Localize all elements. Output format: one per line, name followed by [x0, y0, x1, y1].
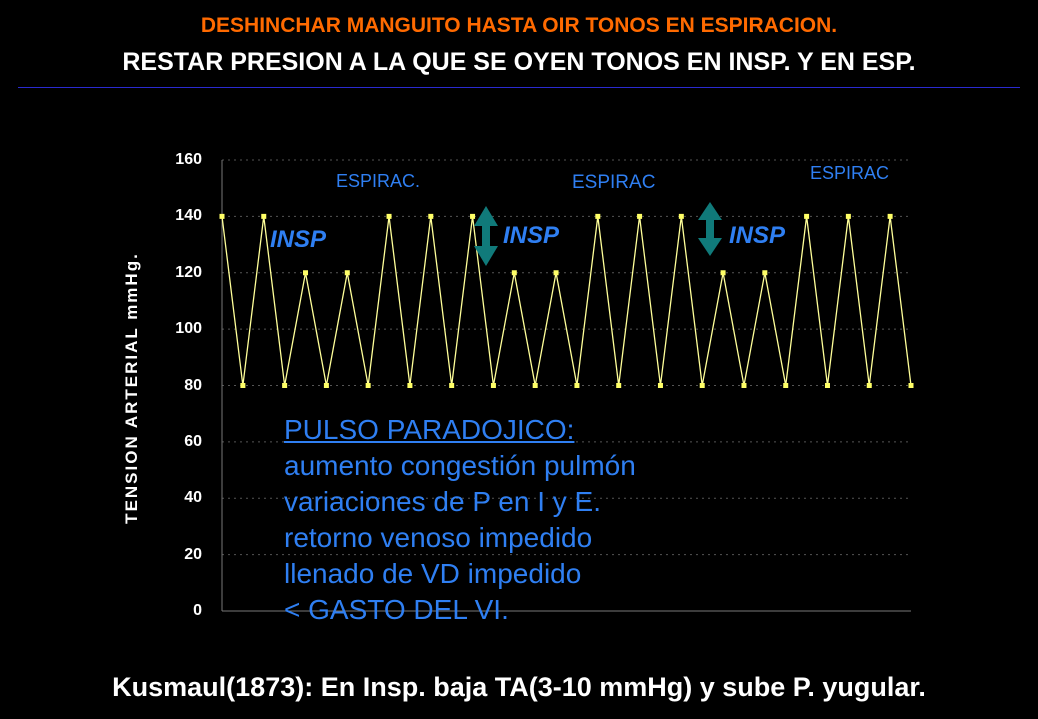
data-point — [762, 270, 768, 276]
pressure-series-markers — [219, 213, 914, 388]
y-tick-label: 20 — [184, 545, 202, 563]
insp-label: INSP — [729, 222, 786, 249]
divider — [18, 87, 1020, 88]
data-point — [532, 383, 538, 388]
data-point — [657, 383, 663, 388]
data-point — [490, 383, 496, 388]
y-tick-label: 40 — [184, 489, 202, 507]
note-line: aumento congestión pulmón — [284, 450, 636, 481]
data-point — [407, 383, 413, 388]
data-point — [824, 383, 830, 388]
data-point — [323, 383, 329, 388]
data-point — [699, 383, 705, 388]
data-point — [511, 270, 517, 276]
data-point — [908, 383, 914, 388]
data-point — [428, 213, 434, 219]
y-tick-label: 140 — [175, 207, 202, 225]
y-tick-label: 80 — [184, 376, 202, 394]
data-point — [804, 213, 810, 219]
data-point — [741, 383, 747, 388]
y-tick-label: 0 — [193, 602, 202, 619]
note-line: llenado de VD impedido — [284, 558, 582, 589]
data-point — [470, 213, 476, 219]
data-point — [365, 383, 371, 388]
data-point — [553, 270, 559, 276]
data-point — [261, 213, 267, 219]
insp-label: INSP — [270, 226, 327, 253]
arrow-icon — [698, 202, 722, 256]
note-line: retorno venoso impedido — [284, 522, 593, 553]
y-tick-label: 100 — [175, 320, 202, 338]
y-tick-label: 60 — [184, 432, 202, 450]
data-point — [678, 213, 684, 219]
insp-label: INSP — [503, 222, 560, 249]
pulso-paradojico-note: PULSO PARADOJICO: aumento congestión pul… — [284, 412, 636, 628]
note-heading: PULSO PARADOJICO: — [284, 414, 575, 445]
data-point — [574, 383, 580, 388]
espirac-label: ESPIRAC — [572, 172, 656, 193]
data-point — [386, 213, 392, 219]
y-tick-label: 160 — [175, 151, 202, 168]
data-point — [783, 383, 789, 388]
espirac-label: ESPIRAC. — [336, 171, 421, 191]
data-point — [282, 383, 288, 388]
data-point — [219, 213, 225, 219]
data-point — [866, 383, 872, 388]
note-line: variaciones de P en I y E. — [284, 486, 601, 517]
espirac-label: ESPIRAC — [810, 163, 890, 183]
title-line-2: RESTAR PRESION A LA QUE SE OYEN TONOS EN… — [122, 48, 916, 76]
data-point — [720, 270, 726, 276]
data-point — [887, 213, 893, 219]
y-tick-label: 120 — [175, 263, 202, 281]
title-line-1: DESHINCHAR MANGUITO HASTA OIR TONOS EN E… — [200, 14, 838, 37]
data-point — [344, 270, 350, 276]
data-point — [616, 383, 622, 388]
data-point — [303, 270, 309, 276]
pressure-series-line — [221, 216, 912, 386]
arrow-icon — [474, 206, 498, 266]
data-point — [845, 213, 851, 219]
data-point — [240, 383, 246, 388]
data-point — [637, 213, 643, 219]
data-point — [449, 383, 455, 388]
data-point — [595, 213, 601, 219]
footer-note: Kusmaul(1873): En Insp. baja TA(3-10 mmH… — [112, 672, 926, 702]
note-line: < GASTO DEL VI. — [284, 594, 509, 625]
